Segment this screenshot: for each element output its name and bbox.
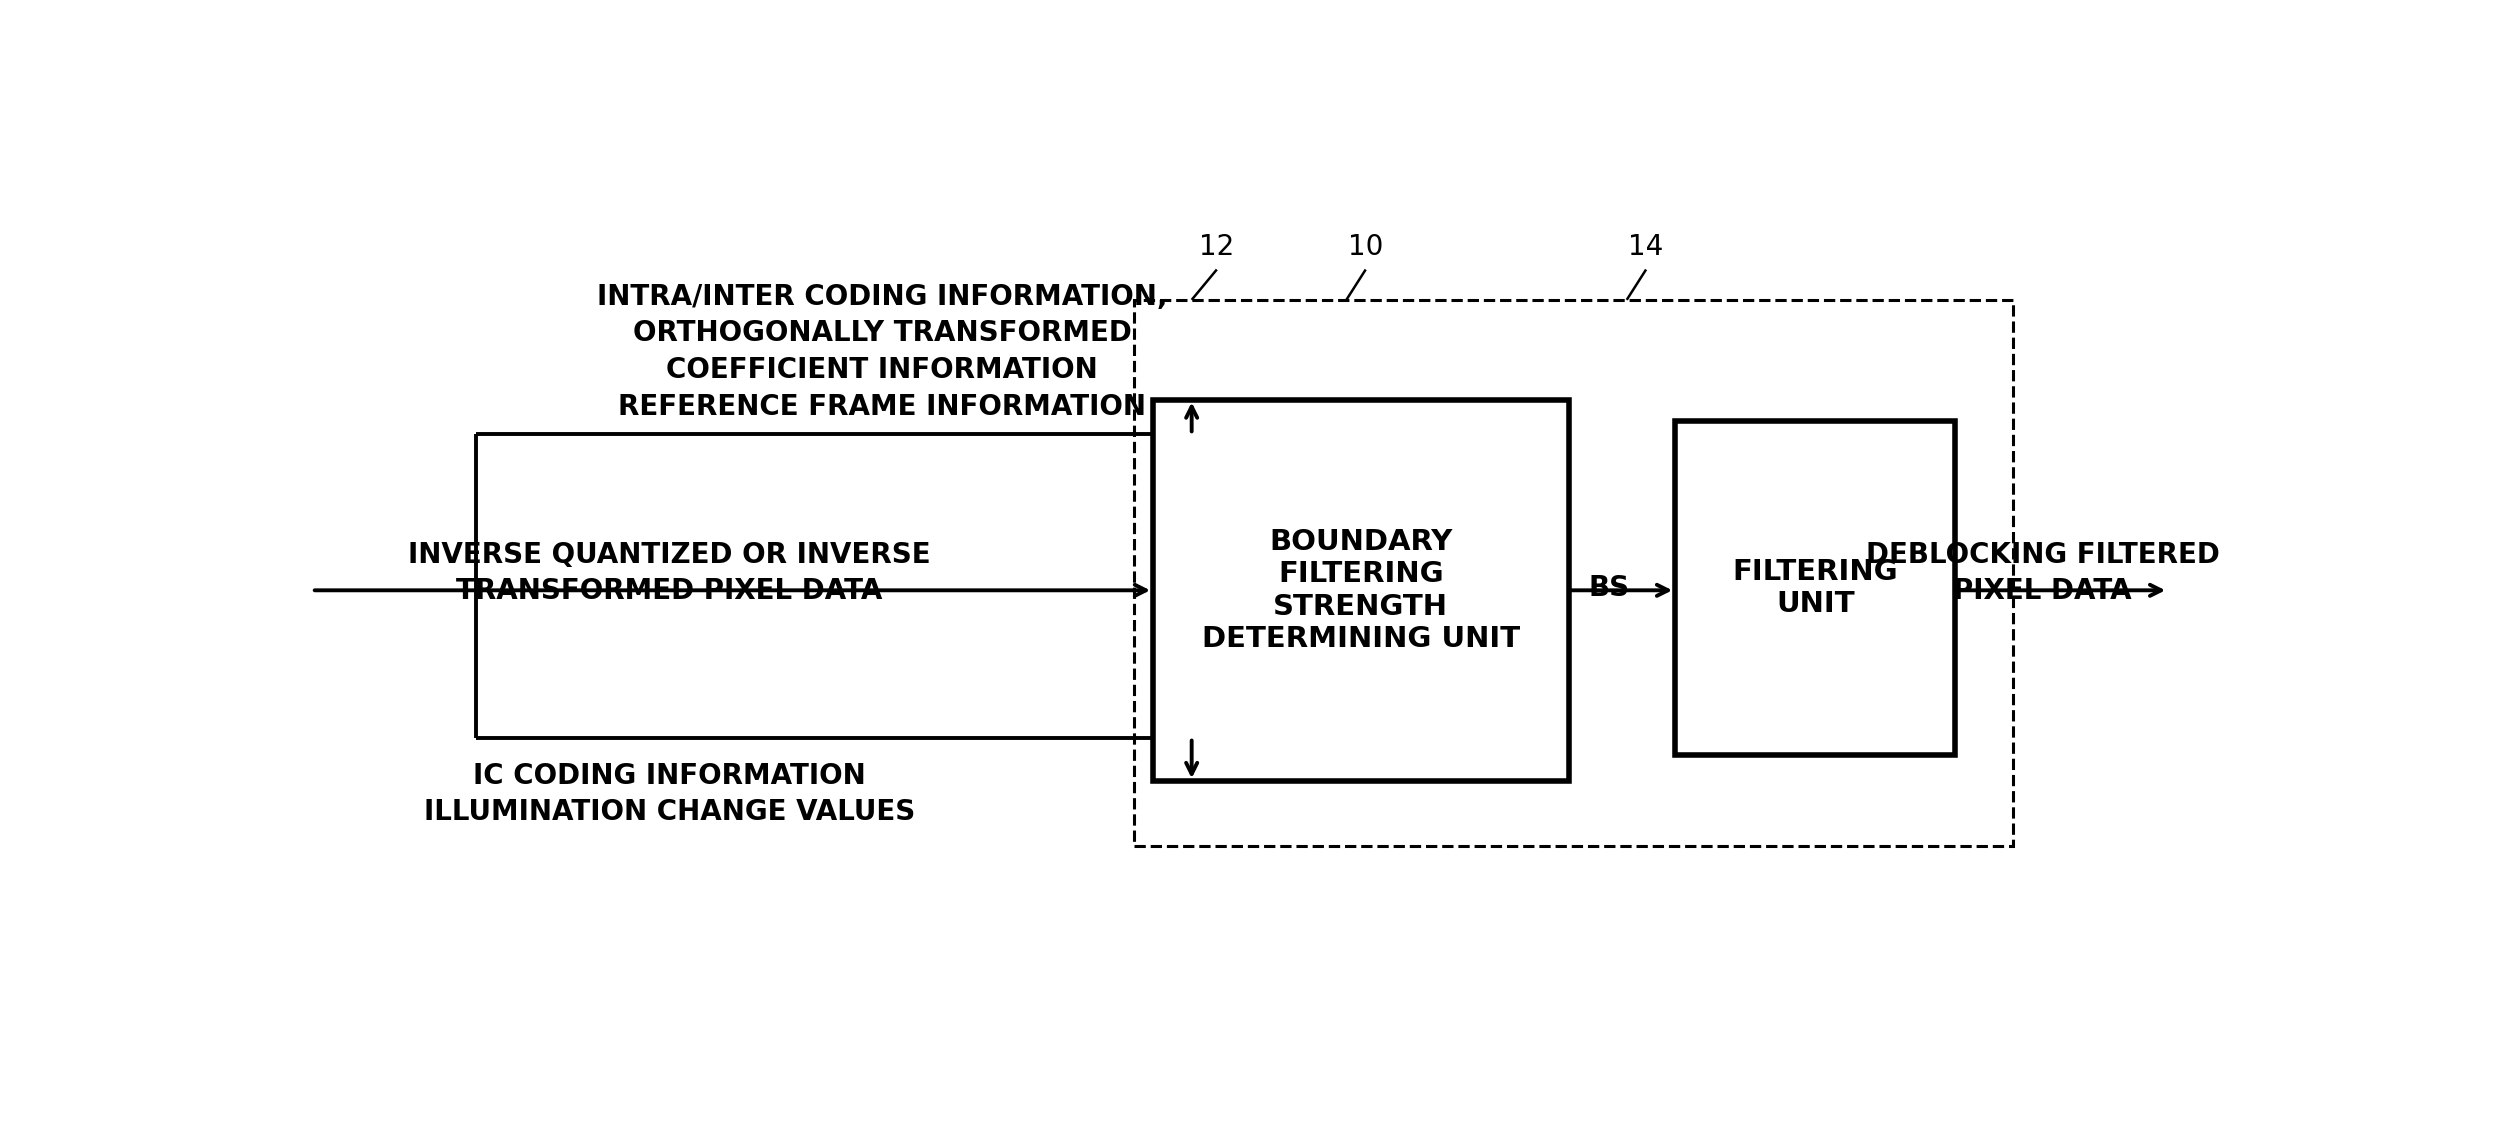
Text: 14: 14 [1629, 233, 1664, 261]
Text: 12: 12 [1200, 233, 1235, 261]
Text: INVERSE QUANTIZED OR INVERSE
TRANSFORMED PIXEL DATA: INVERSE QUANTIZED OR INVERSE TRANSFORMED… [409, 540, 931, 606]
Text: 10: 10 [1347, 233, 1382, 261]
Bar [1153, 400, 1569, 781]
Text: BS: BS [1589, 574, 1629, 601]
Text: BOUNDARY
FILTERING
STRENGTH
DETERMINING UNIT: BOUNDARY FILTERING STRENGTH DETERMINING … [1203, 528, 1519, 653]
Bar [1674, 421, 1956, 756]
Text: IC CODING INFORMATION
ILLUMINATION CHANGE VALUES: IC CODING INFORMATION ILLUMINATION CHANG… [424, 761, 916, 826]
Text: FILTERING
UNIT: FILTERING UNIT [1732, 558, 1899, 618]
Bar [1133, 300, 2013, 846]
Text: INTRA/INTER CODING INFORMATION,
ORTHOGONALLY TRANSFORMED
COEFFICIENT INFORMATION: INTRA/INTER CODING INFORMATION, ORTHOGON… [596, 283, 1168, 421]
Text: DEBLOCKING FILTERED
PIXEL DATA: DEBLOCKING FILTERED PIXEL DATA [1866, 540, 2221, 606]
